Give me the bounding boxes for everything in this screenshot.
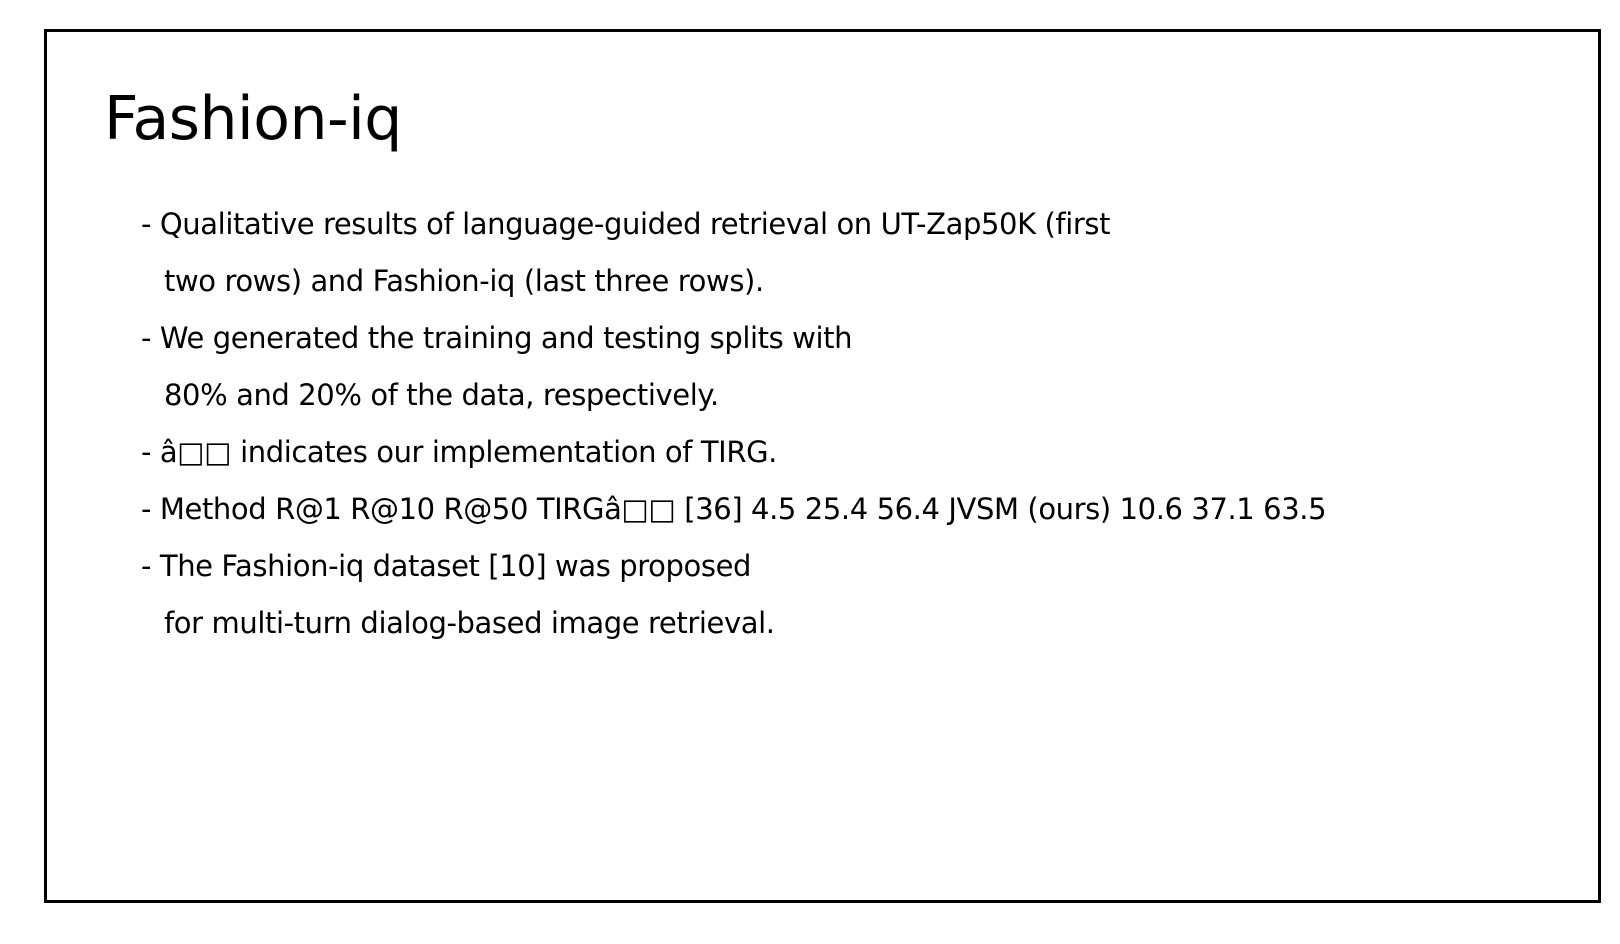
slide-body: - Qualitative results of language-guided… [141, 196, 1327, 652]
bullet-line: - Qualitative results of language-guided… [141, 207, 1111, 241]
bullet-continuation-line: two rows) and Fashion-iq (last three row… [164, 264, 764, 298]
bullet-line: - We generated the training and testing … [141, 321, 853, 355]
bullet-line: - The Fashion-iq dataset [10] was propos… [141, 549, 752, 583]
slide-title: Fashion-iq [104, 84, 402, 154]
bullet-line: - â□□ indicates our implementation of TI… [141, 435, 777, 469]
bullet-continuation-line: for multi-turn dialog-based image retrie… [164, 606, 775, 640]
slide-frame: Fashion-iq - Qualitative results of lang… [44, 29, 1601, 903]
bullet-continuation-line: 80% and 20% of the data, respectively. [164, 378, 719, 412]
bullet-line: - Method R@1 R@10 R@50 TIRGâ□□ [36] 4.5 … [141, 492, 1327, 526]
